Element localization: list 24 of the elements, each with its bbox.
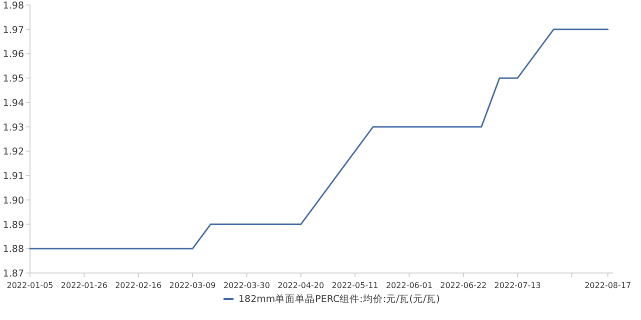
- y-tick-label: 1.95: [2, 74, 24, 85]
- y-tick-label: 1.90: [2, 195, 24, 206]
- x-tick-label: 2022-08-17: [584, 281, 632, 290]
- y-tick-label: 1.89: [2, 220, 24, 231]
- x-tick-label: 2022-04-20: [278, 281, 324, 290]
- y-tick-label: 1.94: [2, 98, 24, 109]
- y-tick-label: 1.92: [2, 146, 24, 158]
- y-tick-label: 1.91: [2, 171, 24, 182]
- y-tick-label: 1.98: [2, 0, 24, 12]
- y-tick-label: 1.88: [2, 244, 24, 256]
- y-tick-label: 1.93: [2, 122, 24, 134]
- y-tick-label: 1.87: [2, 268, 24, 280]
- legend-label: 182mm单面单晶PERC组件:均价:元/瓦(元/瓦): [238, 293, 440, 305]
- x-tick-label: 2022-03-09: [169, 281, 216, 290]
- x-tick-label: 2022-05-11: [332, 281, 378, 290]
- x-tick-label: 2022-06-22: [440, 281, 487, 290]
- x-tick-label: 2022-06-01: [386, 281, 432, 290]
- x-tick-label: 2022-01-05: [6, 281, 54, 290]
- x-tick-label: 2022-03-30: [223, 281, 270, 290]
- x-tick-label: 2022-02-16: [115, 281, 162, 290]
- x-tick-label: 2022-01-26: [60, 281, 108, 290]
- x-tick-label: 2022-07-13: [494, 281, 541, 290]
- y-tick-label: 1.97: [2, 24, 24, 36]
- y-tick-label: 1.96: [2, 49, 24, 60]
